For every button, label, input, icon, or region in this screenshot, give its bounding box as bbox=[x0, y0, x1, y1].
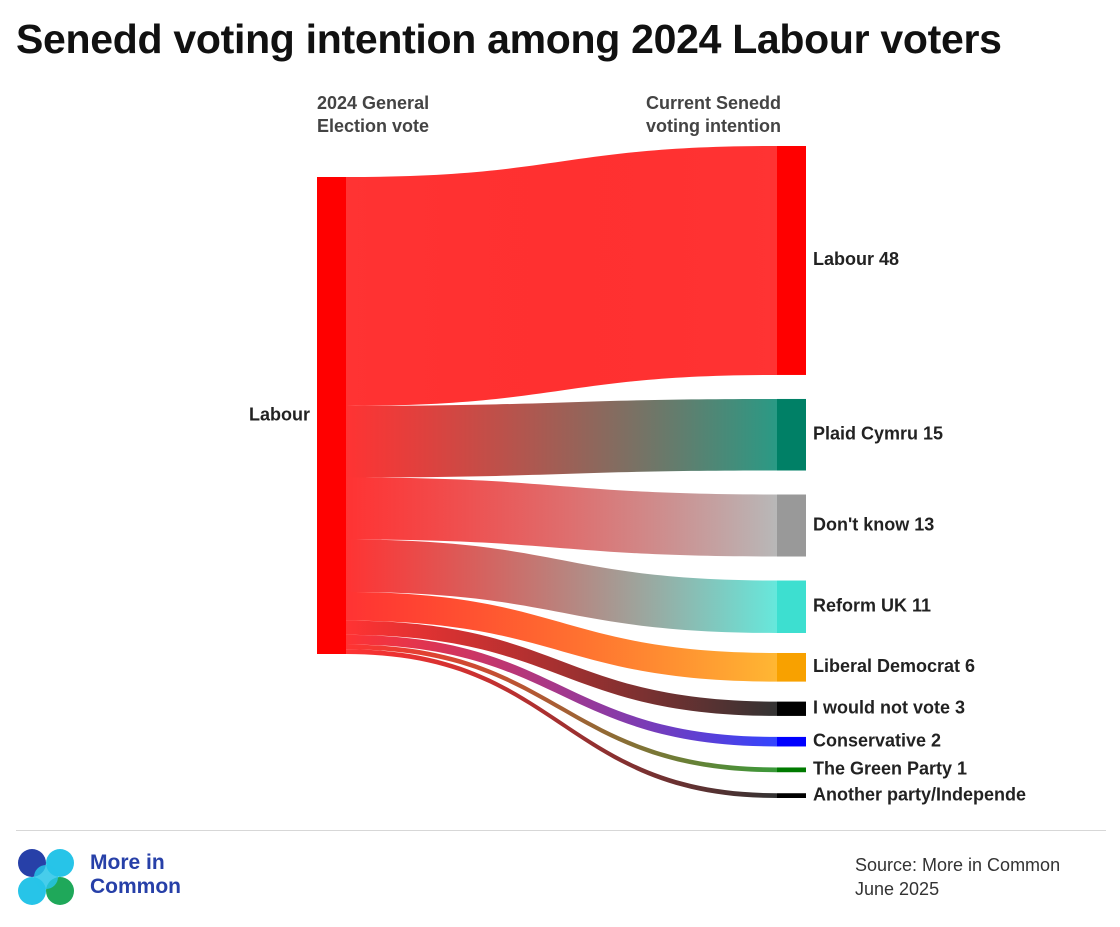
link-labour-to-i-would-not-vote bbox=[346, 620, 777, 716]
target-node-plaid-cymru bbox=[777, 398, 806, 471]
target-label-i-would-not-vote: I would not vote 3 bbox=[813, 698, 965, 718]
target-node-another-party-independent bbox=[777, 793, 806, 798]
target-node-liberal-democrat bbox=[777, 652, 806, 682]
target-node-the-green-party bbox=[777, 767, 806, 773]
sankey-labels: Labour Labour 48 Plaid Cymru 15 Don't know … bbox=[249, 249, 1026, 804]
target-header-line-2: voting intention bbox=[646, 116, 781, 136]
source-column-header: 2024 General Election vote bbox=[317, 92, 429, 138]
link-labour-to-don-t-know bbox=[346, 477, 777, 557]
link-labour-to-the-green-party bbox=[346, 644, 777, 773]
target-label-conservative: Conservative 2 bbox=[813, 730, 941, 750]
target-label-don-t-know: Don't know 13 bbox=[813, 514, 934, 534]
chart-title: Senedd voting intention among 2024 Labou… bbox=[16, 16, 1002, 62]
target-label-liberal-democrat: Liberal Democrat 6 bbox=[813, 656, 975, 676]
footer-divider bbox=[16, 830, 1106, 831]
target-node-conservative bbox=[777, 736, 806, 747]
sankey-chart: Labour Labour 48 Plaid Cymru 15 Don't know … bbox=[249, 146, 1026, 804]
target-label-reform-uk: Reform UK 11 bbox=[813, 596, 931, 616]
source-header-line-1: 2024 General bbox=[317, 93, 430, 113]
link-labour-to-liberal-democrat bbox=[346, 591, 777, 682]
link-labour-to-labour bbox=[346, 146, 777, 406]
more-in-common-logo-icon bbox=[18, 849, 74, 905]
link-labour-to-another-party-independent bbox=[346, 649, 777, 798]
target-column-header: Current Senedd voting intention bbox=[646, 92, 781, 138]
target-header-line-1: Current Senedd bbox=[646, 93, 782, 113]
source-node-labour bbox=[317, 177, 346, 654]
target-label-the-green-party: The Green Party 1 bbox=[813, 759, 967, 779]
logo-line-1: More in bbox=[90, 851, 165, 874]
source-line-2: June 2025 bbox=[855, 879, 940, 899]
link-labour-to-reform-uk bbox=[346, 539, 777, 633]
logo-line-2: Common bbox=[90, 875, 181, 898]
link-labour-to-plaid-cymru bbox=[346, 398, 777, 478]
target-node-don-t-know bbox=[777, 494, 806, 557]
target-node-labour bbox=[777, 146, 806, 375]
source-header-line-2: Election vote bbox=[317, 116, 430, 136]
sankey-links bbox=[346, 146, 777, 798]
source-label-labour: Labour bbox=[249, 404, 310, 424]
target-node-reform-uk bbox=[777, 580, 806, 633]
source-note: Source: More in Common June 2025 bbox=[855, 853, 1060, 901]
target-label-labour: Labour 48 bbox=[813, 249, 899, 269]
logo-wordmark: More in Common bbox=[90, 851, 181, 899]
link-labour-to-conservative bbox=[346, 634, 777, 747]
target-node-i-would-not-vote bbox=[777, 701, 806, 716]
target-label-plaid-cymru: Plaid Cymru 15 bbox=[813, 423, 943, 443]
sankey-nodes bbox=[317, 146, 806, 798]
source-line-1: Source: More in Common bbox=[855, 855, 1061, 875]
target-label-another-party-independent: Another party/Independe bbox=[813, 784, 1026, 804]
